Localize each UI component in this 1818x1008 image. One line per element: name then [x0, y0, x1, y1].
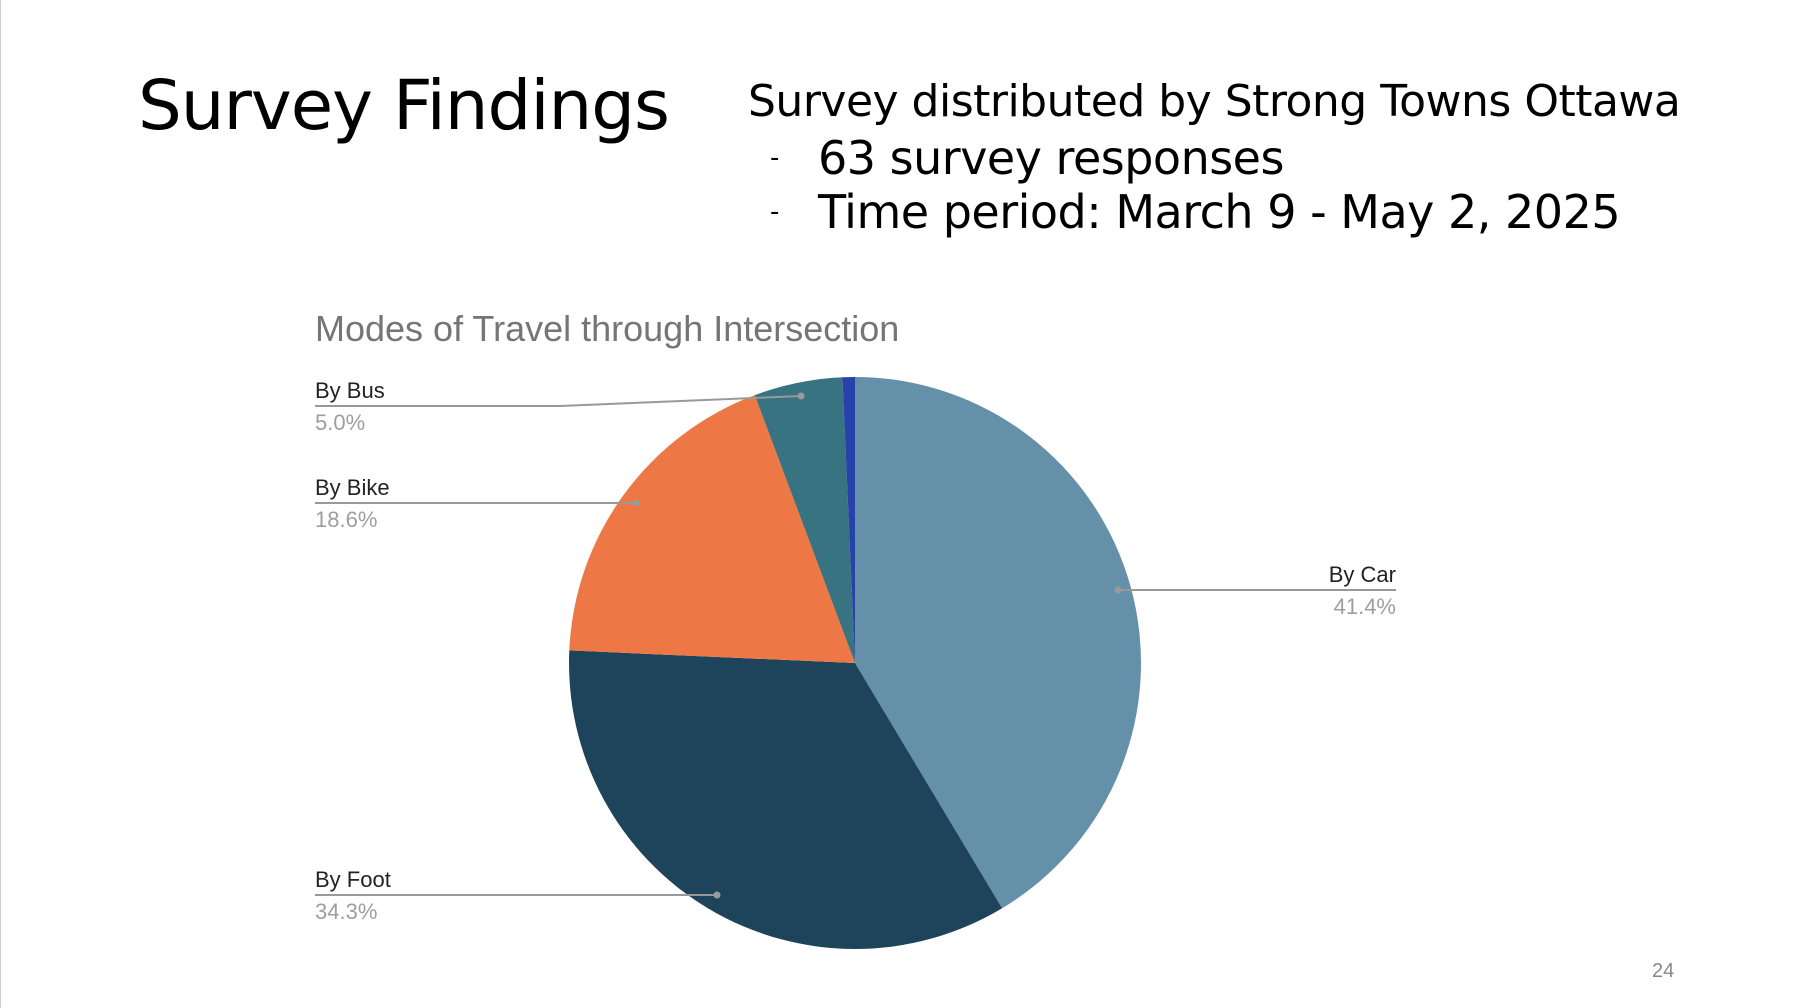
slice-value-by-car: 41.4%	[1334, 594, 1396, 619]
pie-slice-by-bike	[569, 395, 855, 663]
page-number: 24	[1652, 960, 1675, 982]
bullet-text: Time period: March 9 - May 2, 2025	[818, 185, 1621, 239]
leader-line-by-bus	[315, 395, 802, 407]
slice-label-by-bike: By Bike	[315, 475, 390, 500]
survey-info: Survey distributed by Strong Towns Ottaw…	[748, 76, 1681, 239]
pie-slice-other	[842, 377, 855, 663]
slice-value-by-bike: 18.6%	[315, 507, 377, 532]
survey-bullet: - Time period: March 9 - May 2, 2025	[748, 185, 1680, 239]
leader-dot-by-car	[1114, 586, 1122, 594]
slice-label-by-foot: By Foot	[315, 867, 391, 892]
slice-label-by-car: By Car	[1329, 562, 1396, 587]
slice-value-by-foot: 34.3%	[315, 899, 377, 924]
slice-value-by-bus: 5.0%	[315, 410, 365, 435]
pie-slice-by-bus	[754, 377, 855, 663]
survey-info-heading: Survey distributed by Strong Towns Ottaw…	[748, 76, 1681, 127]
slice-label-by-bus: By Bus	[315, 378, 385, 403]
survey-bullet: - 63 survey responses	[748, 131, 1680, 185]
leader-dot-by-foot	[713, 891, 721, 899]
bullet-text: 63 survey responses	[818, 131, 1284, 185]
leader-dot-by-bus	[797, 392, 805, 400]
slide-title: Survey Findings	[138, 66, 670, 146]
chart-title: Modes of Travel through Intersection	[315, 308, 900, 349]
bullet-marker: -	[770, 197, 779, 227]
slide-border	[0, 0, 1, 1008]
pie-slice-by-foot	[569, 650, 1003, 949]
pie-slice-by-car	[855, 377, 1141, 909]
leader-dot-by-bike	[632, 499, 640, 507]
bullet-marker: -	[770, 143, 779, 173]
survey-info-list: - 63 survey responses - Time period: Mar…	[748, 131, 1680, 239]
